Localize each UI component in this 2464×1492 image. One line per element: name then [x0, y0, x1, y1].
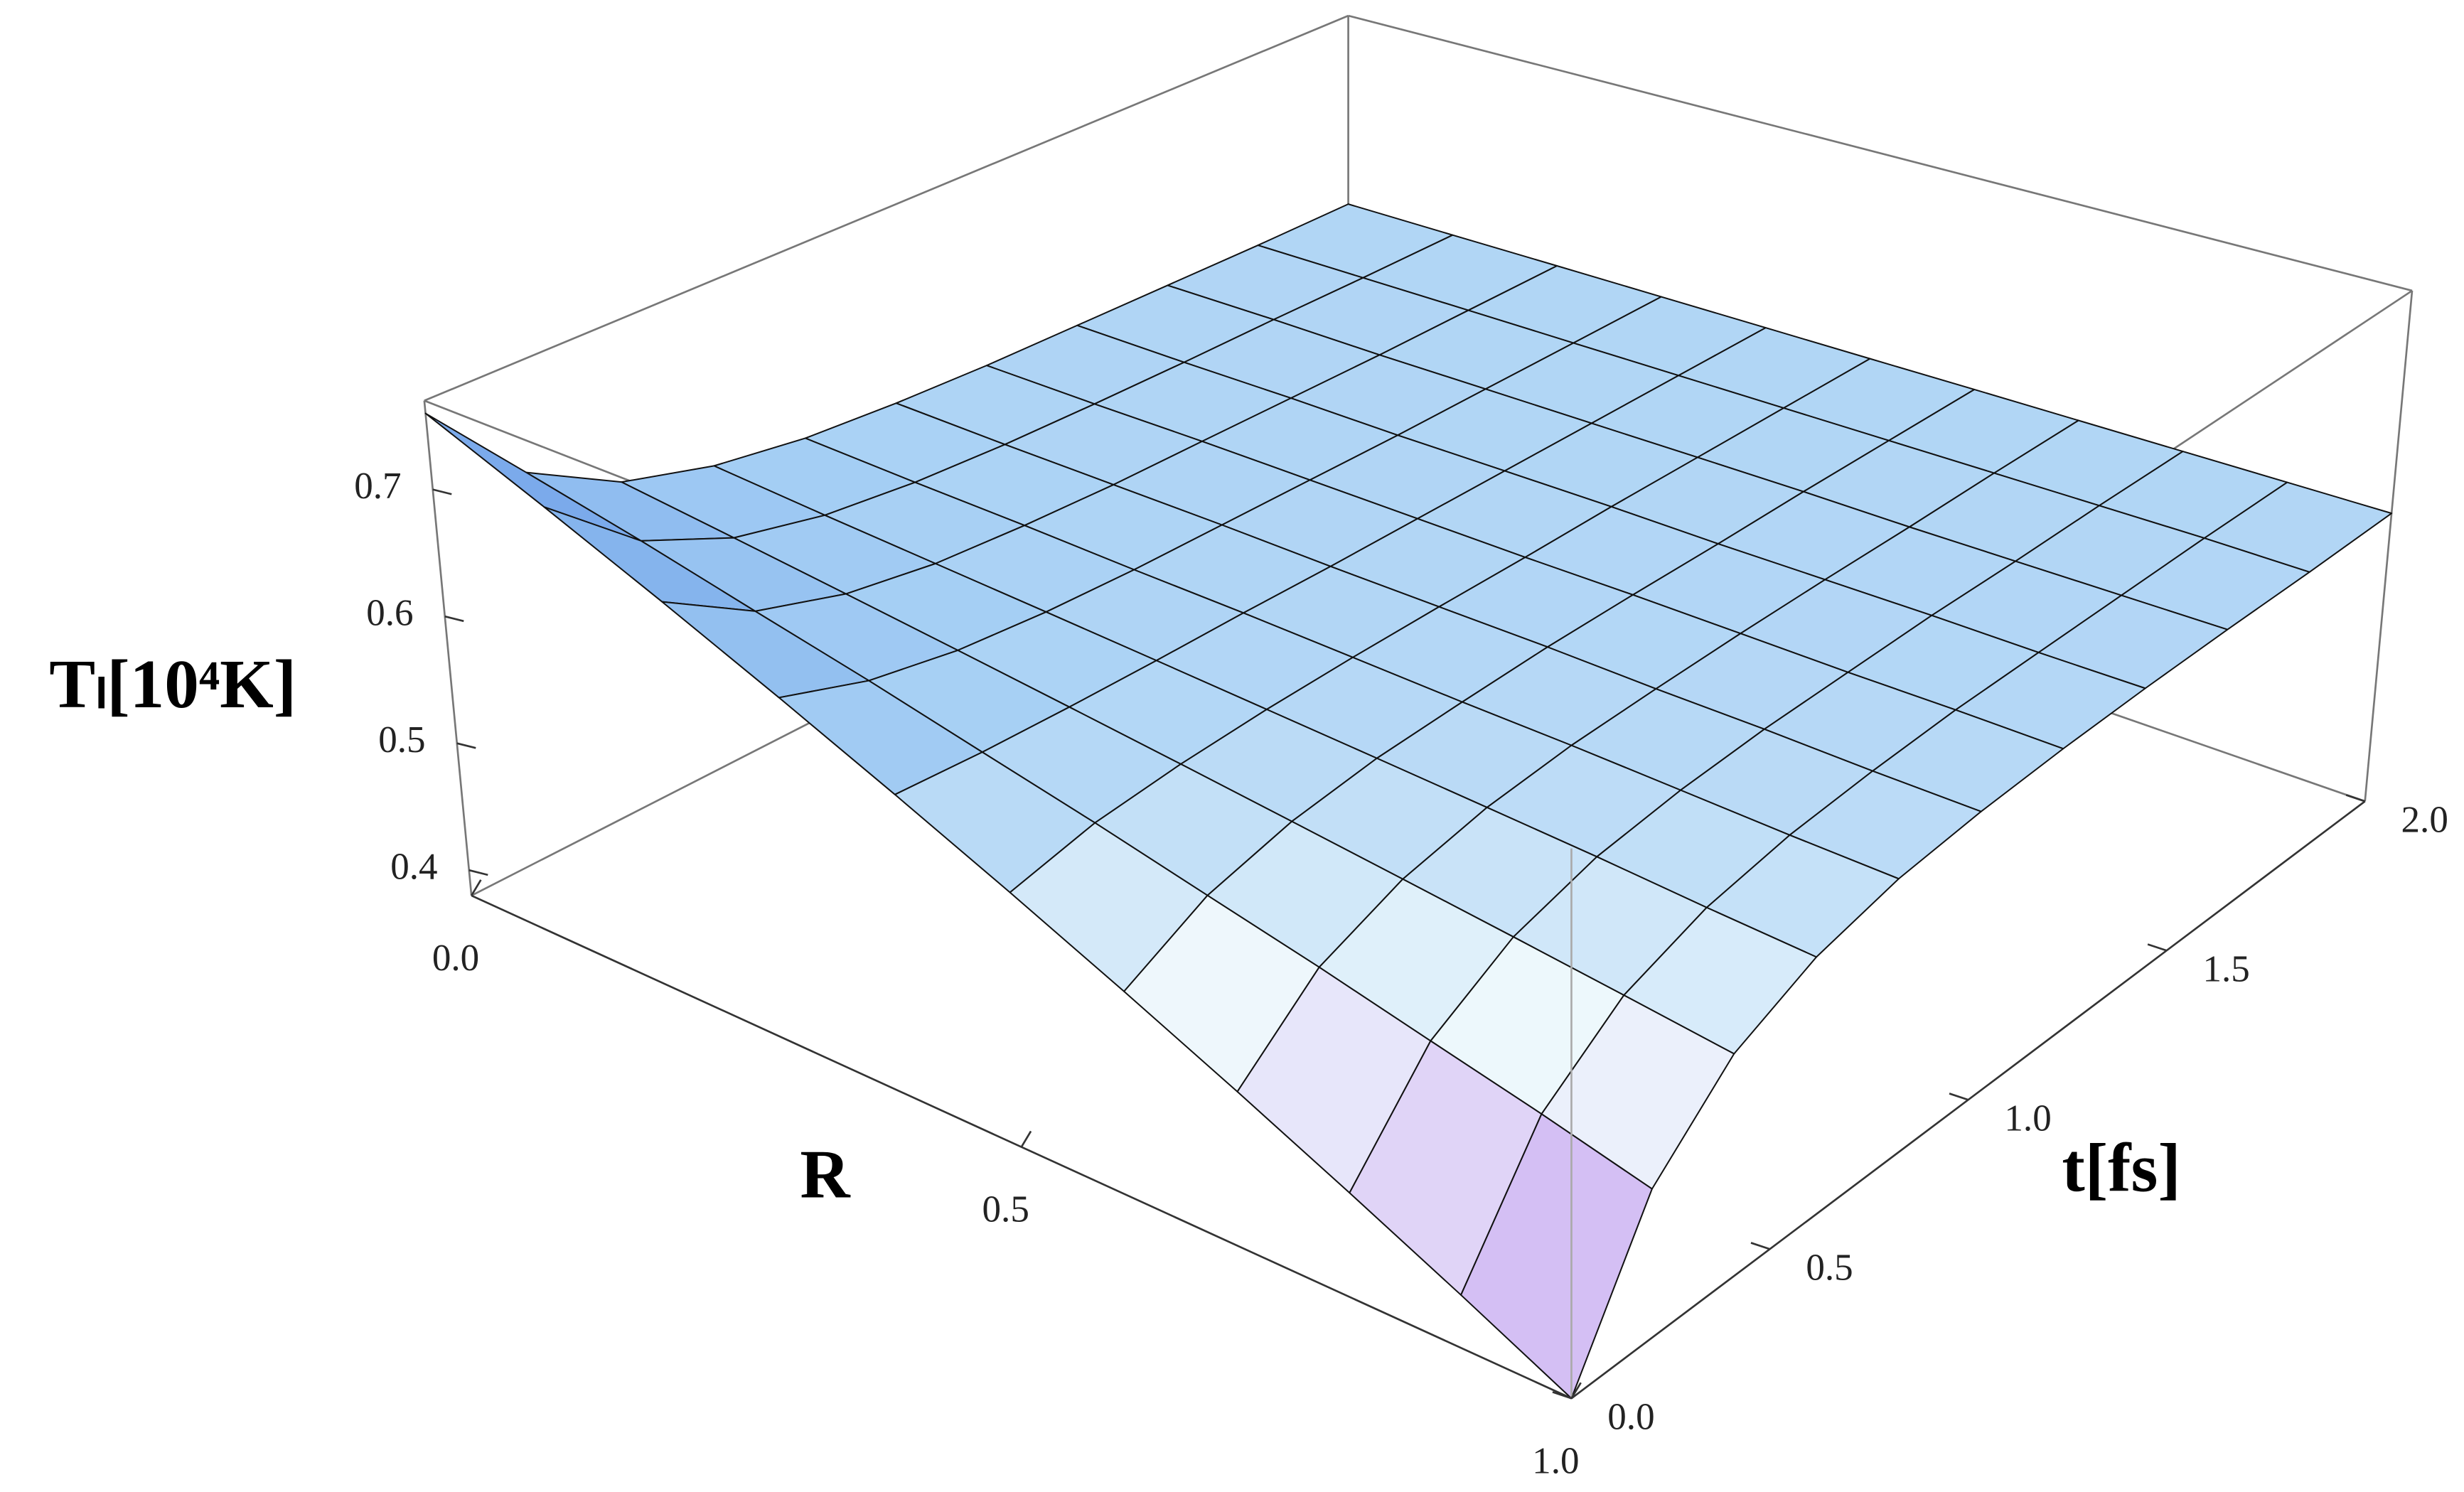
box-front: 0.0 0.5 1.0 0.0 0.5 1.0 1.5 2.0 0.4 0.5 0.6 0.7: [354, 466, 2448, 1481]
y-tick: [1949, 1093, 1968, 1101]
box-edge: [423, 400, 473, 896]
box-edge: [2364, 290, 2414, 802]
x-tick-label: 0.5: [982, 1189, 1029, 1230]
surface: [424, 203, 2393, 1400]
box-edge: [424, 14, 1349, 402]
x-tick-label: 0.0: [432, 938, 479, 979]
y-tick: [2147, 943, 2168, 952]
surface-patch: [424, 412, 642, 542]
z-tick: [432, 488, 452, 495]
y-tick-label: 1.0: [2004, 1097, 2051, 1139]
y-tick: [1750, 1242, 1770, 1250]
y-tick-label: 2.0: [2401, 799, 2448, 840]
z-tick-label: 0.4: [390, 846, 437, 887]
z-tick-label: 0.5: [378, 719, 425, 761]
z-tick: [456, 742, 476, 749]
x-tick: [1020, 1130, 1032, 1148]
y-axis-label: t[fs]: [2062, 1130, 2180, 1207]
y-tick-label: 0.0: [1607, 1396, 1654, 1437]
surface-patch: [1460, 1113, 1653, 1400]
x-tick: [1570, 1382, 1582, 1399]
z-tick-label: 0.7: [354, 466, 401, 507]
x-axis-label: R: [800, 1137, 851, 1213]
z-tick: [444, 615, 464, 623]
box-edge: [1348, 14, 2413, 292]
x-tick-label: 1.0: [1532, 1440, 1579, 1481]
z-tick: [468, 869, 488, 876]
y-tick-label: 0.5: [1806, 1247, 1853, 1288]
y-tick-label: 1.5: [2202, 948, 2249, 989]
z-tick-label: 0.6: [366, 592, 413, 633]
z-axis-label: Tₗ[10⁴K]: [49, 646, 296, 723]
y-tick: [2345, 794, 2366, 803]
x-tick: [471, 879, 482, 896]
y-tick: [1552, 1391, 1572, 1400]
